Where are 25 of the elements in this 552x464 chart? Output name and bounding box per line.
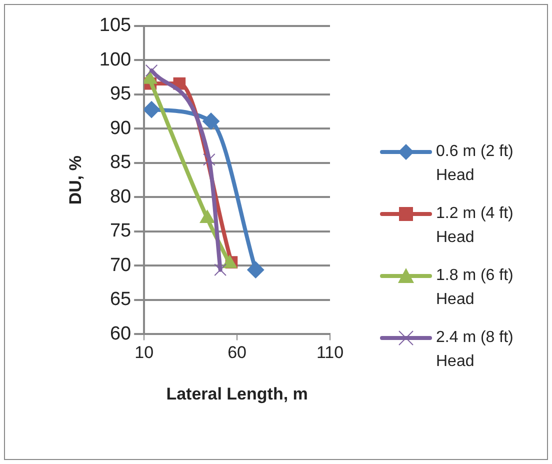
point: [247, 261, 264, 278]
y-tick-label: 75: [110, 220, 132, 242]
y-tick-label: 105: [99, 15, 132, 36]
y-tick-label: 95: [110, 84, 132, 105]
y-axis-title: DU, %: [66, 156, 85, 205]
legend-label: 1.2 m (4 ft) Head: [436, 204, 514, 248]
x-axis-title: Lateral Length, m: [166, 384, 308, 404]
y-tick-label: 70: [110, 254, 132, 276]
legend-label: 1.8 m (6 ft) Head: [436, 266, 514, 310]
y-tick-label: 85: [110, 152, 132, 174]
point: [214, 264, 226, 276]
point: [202, 112, 220, 130]
point: [144, 101, 160, 118]
x-tick-label: 10: [134, 343, 154, 362]
x-tick-label: 60: [228, 343, 247, 362]
x-tick-label: 110: [316, 343, 344, 362]
y-tick-label: 90: [110, 118, 132, 139]
y-tick-label: 60: [110, 323, 132, 344]
y-tick-label: 80: [110, 186, 132, 208]
legend-label: 0.6 m (2 ft) Head: [436, 142, 514, 186]
y-tick-label: 100: [99, 49, 132, 70]
legend-label: 2.4 m (8 ft) Head: [436, 328, 514, 372]
point: [145, 64, 158, 77]
y-tick-label: 65: [110, 289, 132, 310]
point: [203, 153, 216, 166]
